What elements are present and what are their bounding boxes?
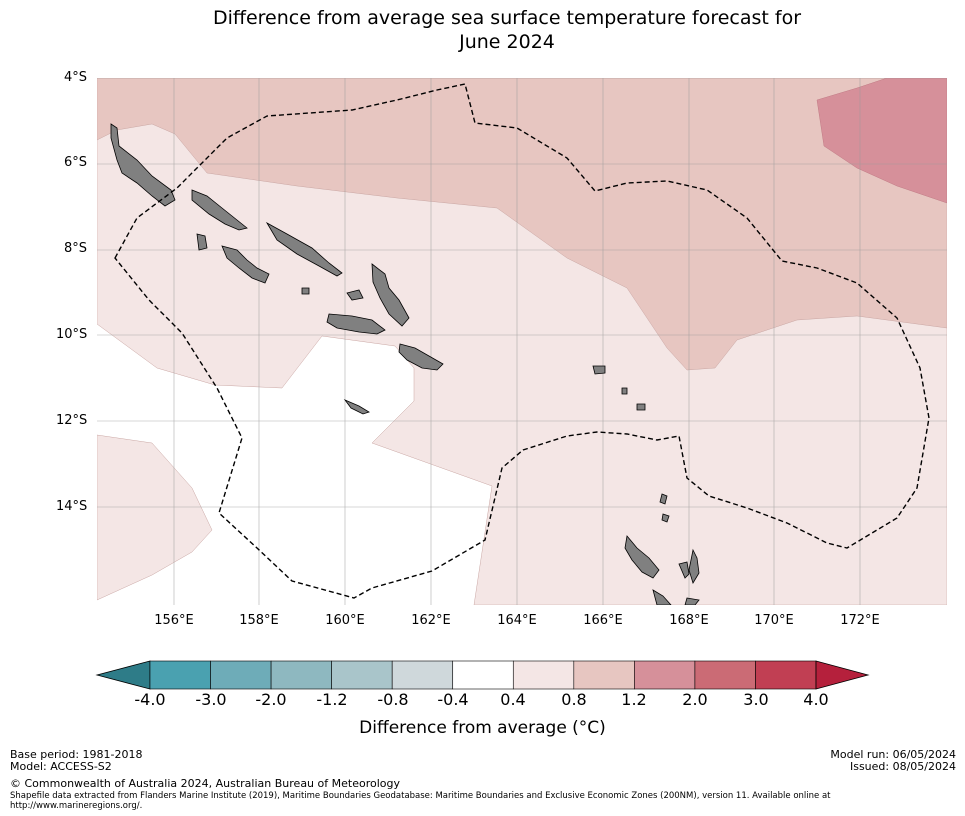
- lat-label-12s: 12°S: [56, 413, 88, 428]
- lat-label-6s: 6°S: [64, 155, 88, 170]
- lat-label-8s: 8°S: [64, 241, 88, 256]
- map-title: Difference from average sea surface temp…: [0, 6, 965, 54]
- colorbar-segment-1: [210, 660, 272, 690]
- island-vanuatu-small-1: [659, 493, 668, 505]
- colorbar-segment-10: [755, 660, 817, 690]
- sst-anomaly-map: [97, 78, 947, 605]
- island-vanuatu-efate: [688, 548, 700, 584]
- colorbar-segment-7: [573, 660, 635, 690]
- colorbar-tick-5: -0.4: [437, 690, 469, 709]
- map-title-line1: Difference from average sea surface temp…: [212, 7, 802, 29]
- colorbar-tick-8: 1.2: [621, 690, 647, 709]
- colorbar-segment-4: [391, 660, 454, 690]
- issued-date: Issued: 08/05/2024: [849, 760, 956, 773]
- colorbar-extend-high: [815, 660, 870, 690]
- colorbar-tick-3: -1.2: [316, 690, 348, 709]
- lat-label-4s: 4°S: [64, 70, 88, 85]
- island-new-georgia: [196, 233, 208, 251]
- lon-label-164e: 164°E: [497, 613, 537, 628]
- colorbar-extend-low: [95, 660, 151, 690]
- shapefile-credit: Shapefile data extracted from Flanders M…: [10, 791, 831, 811]
- colorbar-segment-9: [694, 660, 756, 690]
- colorbar-segment-6: [512, 660, 575, 690]
- lon-label-162e: 162°E: [411, 613, 451, 628]
- lat-label-14s: 14°S: [56, 499, 88, 514]
- lon-label-166e: 166°E: [583, 613, 623, 628]
- copyright: © Commonwealth of Australia 2024, Austra…: [10, 777, 400, 790]
- colorbar-label: Difference from average (°C): [359, 718, 606, 738]
- island-small-2: [346, 289, 364, 301]
- island-vanuatu-malekula: [678, 561, 690, 579]
- map-title-line2: June 2024: [459, 31, 555, 53]
- graticule: [97, 78, 947, 605]
- colorbar-tick-9: 2.0: [682, 690, 708, 709]
- island-small-1: [301, 287, 310, 295]
- island-malaita: [371, 263, 410, 327]
- island-vanuatu-small-3: [684, 597, 700, 605]
- model-name: Model: ACCESS-S2: [10, 760, 112, 773]
- lon-label-170e: 170°E: [754, 613, 794, 628]
- colorbar-segment-5: [452, 660, 514, 690]
- lon-label-160e: 160°E: [325, 613, 365, 628]
- lon-label-158e: 158°E: [239, 613, 279, 628]
- lon-label-168e: 168°E: [669, 613, 709, 628]
- land-masses: [110, 123, 700, 605]
- anomaly-region-1.2-2.0: [816, 78, 947, 204]
- colorbar-tick-7: 0.8: [561, 690, 587, 709]
- island-santa-cruz: [592, 365, 606, 375]
- model-run: Model run: 06/05/2024: [830, 748, 956, 761]
- colorbar-tick-1: -3.0: [195, 690, 227, 709]
- island-makira: [398, 343, 444, 371]
- lat-label-10s: 10°S: [56, 327, 88, 342]
- colorbar-tick-4: -0.8: [377, 690, 409, 709]
- colorbar-segments: [95, 660, 870, 690]
- base-period: Base period: 1981-2018: [10, 748, 143, 761]
- colorbar-tick-10: 3.0: [743, 690, 769, 709]
- island-new-georgia-2: [221, 245, 270, 284]
- colorbar-tick-0: -4.0: [134, 690, 166, 709]
- island-vanuatu-small-2: [661, 513, 670, 523]
- eez-boundary: [114, 83, 930, 599]
- island-bougainville: [110, 123, 176, 207]
- island-vanuatu-espiritu: [624, 535, 660, 579]
- colorbar-tick-6: 0.4: [500, 690, 526, 709]
- lon-label-172e: 172°E: [840, 613, 880, 628]
- island-rennell: [343, 399, 370, 415]
- colorbar-segment-3: [331, 660, 393, 690]
- colorbar-segment-2: [270, 660, 332, 690]
- colorbar-tick-11: 4.0: [803, 690, 829, 709]
- lon-label-156e: 156°E: [154, 613, 194, 628]
- colorbar-segment-0: [149, 660, 211, 690]
- island-isabel: [265, 221, 343, 277]
- island-guadalcanal: [326, 313, 386, 335]
- anomaly-region-0.4-0.8-southwest: [97, 434, 213, 601]
- anomaly-region-0.8-1.2: [97, 78, 947, 371]
- colorbar-tick-2: -2.0: [255, 690, 287, 709]
- island-choiseul: [191, 189, 248, 231]
- island-small-4: [636, 403, 646, 411]
- colorbar-segment-8: [634, 660, 696, 690]
- island-small-3: [621, 387, 628, 395]
- island-vanuatu-south: [652, 589, 672, 605]
